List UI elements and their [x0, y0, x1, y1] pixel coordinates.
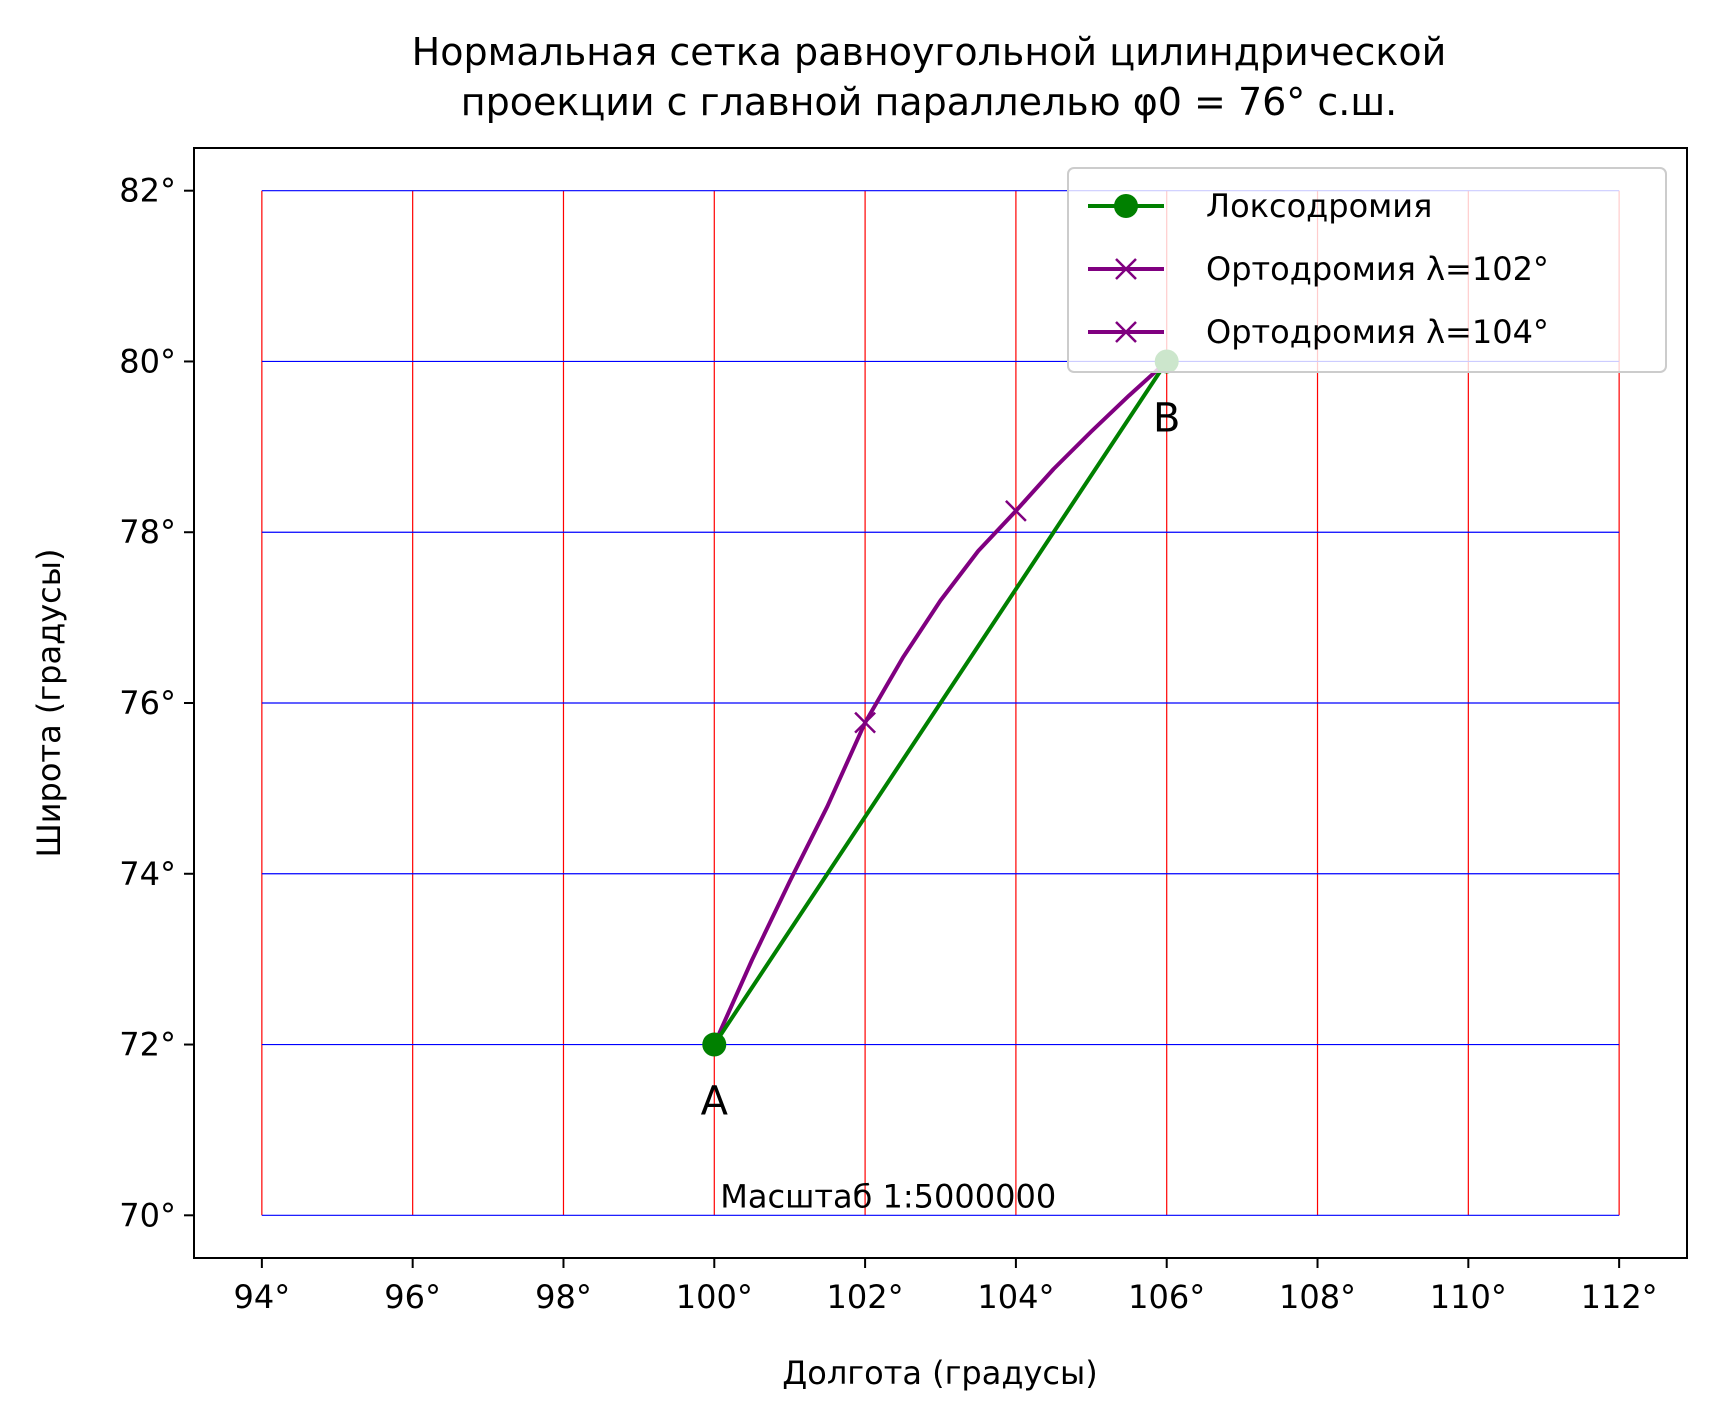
- legend-label: Ортодромия λ=104°: [1206, 313, 1549, 351]
- annotation-layer: A B Масштаб 1:5000000: [701, 395, 1181, 1215]
- y-axis-label: Широта (градусы): [30, 549, 68, 858]
- point-label-a: A: [701, 1079, 729, 1125]
- legend-marker: [1115, 321, 1137, 343]
- legend-label: Локсодромия: [1206, 187, 1432, 225]
- y-tick-label: 82°: [119, 172, 176, 210]
- y-axis-ticks: 70° 72° 74° 76° 78° 80° 82°: [119, 172, 194, 1234]
- chart-title-line2: проекции с главной параллелью φ0 = 76° с…: [461, 80, 1397, 124]
- series-marker-x: [854, 711, 876, 734]
- scale-label: Масштаб 1:5000000: [720, 1177, 1056, 1215]
- x-tick-label: 100°: [676, 1278, 753, 1316]
- y-tick-label: 70°: [119, 1196, 176, 1234]
- y-tick-label: 72°: [119, 1026, 176, 1064]
- x-tick-label: 102°: [827, 1278, 904, 1316]
- x-tick-label: 98°: [535, 1278, 592, 1316]
- y-tick-label: 78°: [119, 513, 176, 551]
- x-tick-label: 110°: [1430, 1278, 1507, 1316]
- x-axis-label: Долгота (градусы): [782, 1354, 1097, 1392]
- y-tick-label: 74°: [119, 855, 176, 893]
- y-tick-label: 76°: [119, 684, 176, 722]
- legend: Локсодромия Ортодромия λ=102° Ортодромия λ…: [1067, 167, 1667, 373]
- legend-label: Ортодромия λ=102°: [1206, 250, 1549, 288]
- chart-title-line1: Нормальная сетка равноугольной цилиндрич…: [412, 30, 1447, 74]
- x-axis-ticks: 94° 96° 98° 100° 102° 104° 106° 108° 110° 112°: [234, 1258, 1658, 1316]
- series-line: [712, 359, 1169, 1047]
- legend-marker: [1114, 194, 1138, 218]
- x-tick-label: 108°: [1279, 1278, 1356, 1316]
- x-tick-label: 112°: [1581, 1278, 1658, 1316]
- x-tick-label: 94°: [234, 1278, 291, 1316]
- legend-entries: Локсодромия Ортодромия λ=102° Ортодромия λ…: [1088, 187, 1549, 351]
- legend-box: [1067, 167, 1667, 373]
- x-tick-label: 96°: [384, 1278, 441, 1316]
- y-tick-label: 80°: [119, 342, 176, 380]
- x-tick-label: 106°: [1128, 1278, 1205, 1316]
- x-tick-label: 104°: [977, 1278, 1054, 1316]
- legend-marker: [1115, 258, 1137, 280]
- point-label-b: B: [1153, 395, 1180, 441]
- plot-area: A B Масштаб 1:5000000: [261, 190, 1620, 1216]
- series-line: [712, 359, 1169, 1047]
- series-point: [702, 1032, 727, 1057]
